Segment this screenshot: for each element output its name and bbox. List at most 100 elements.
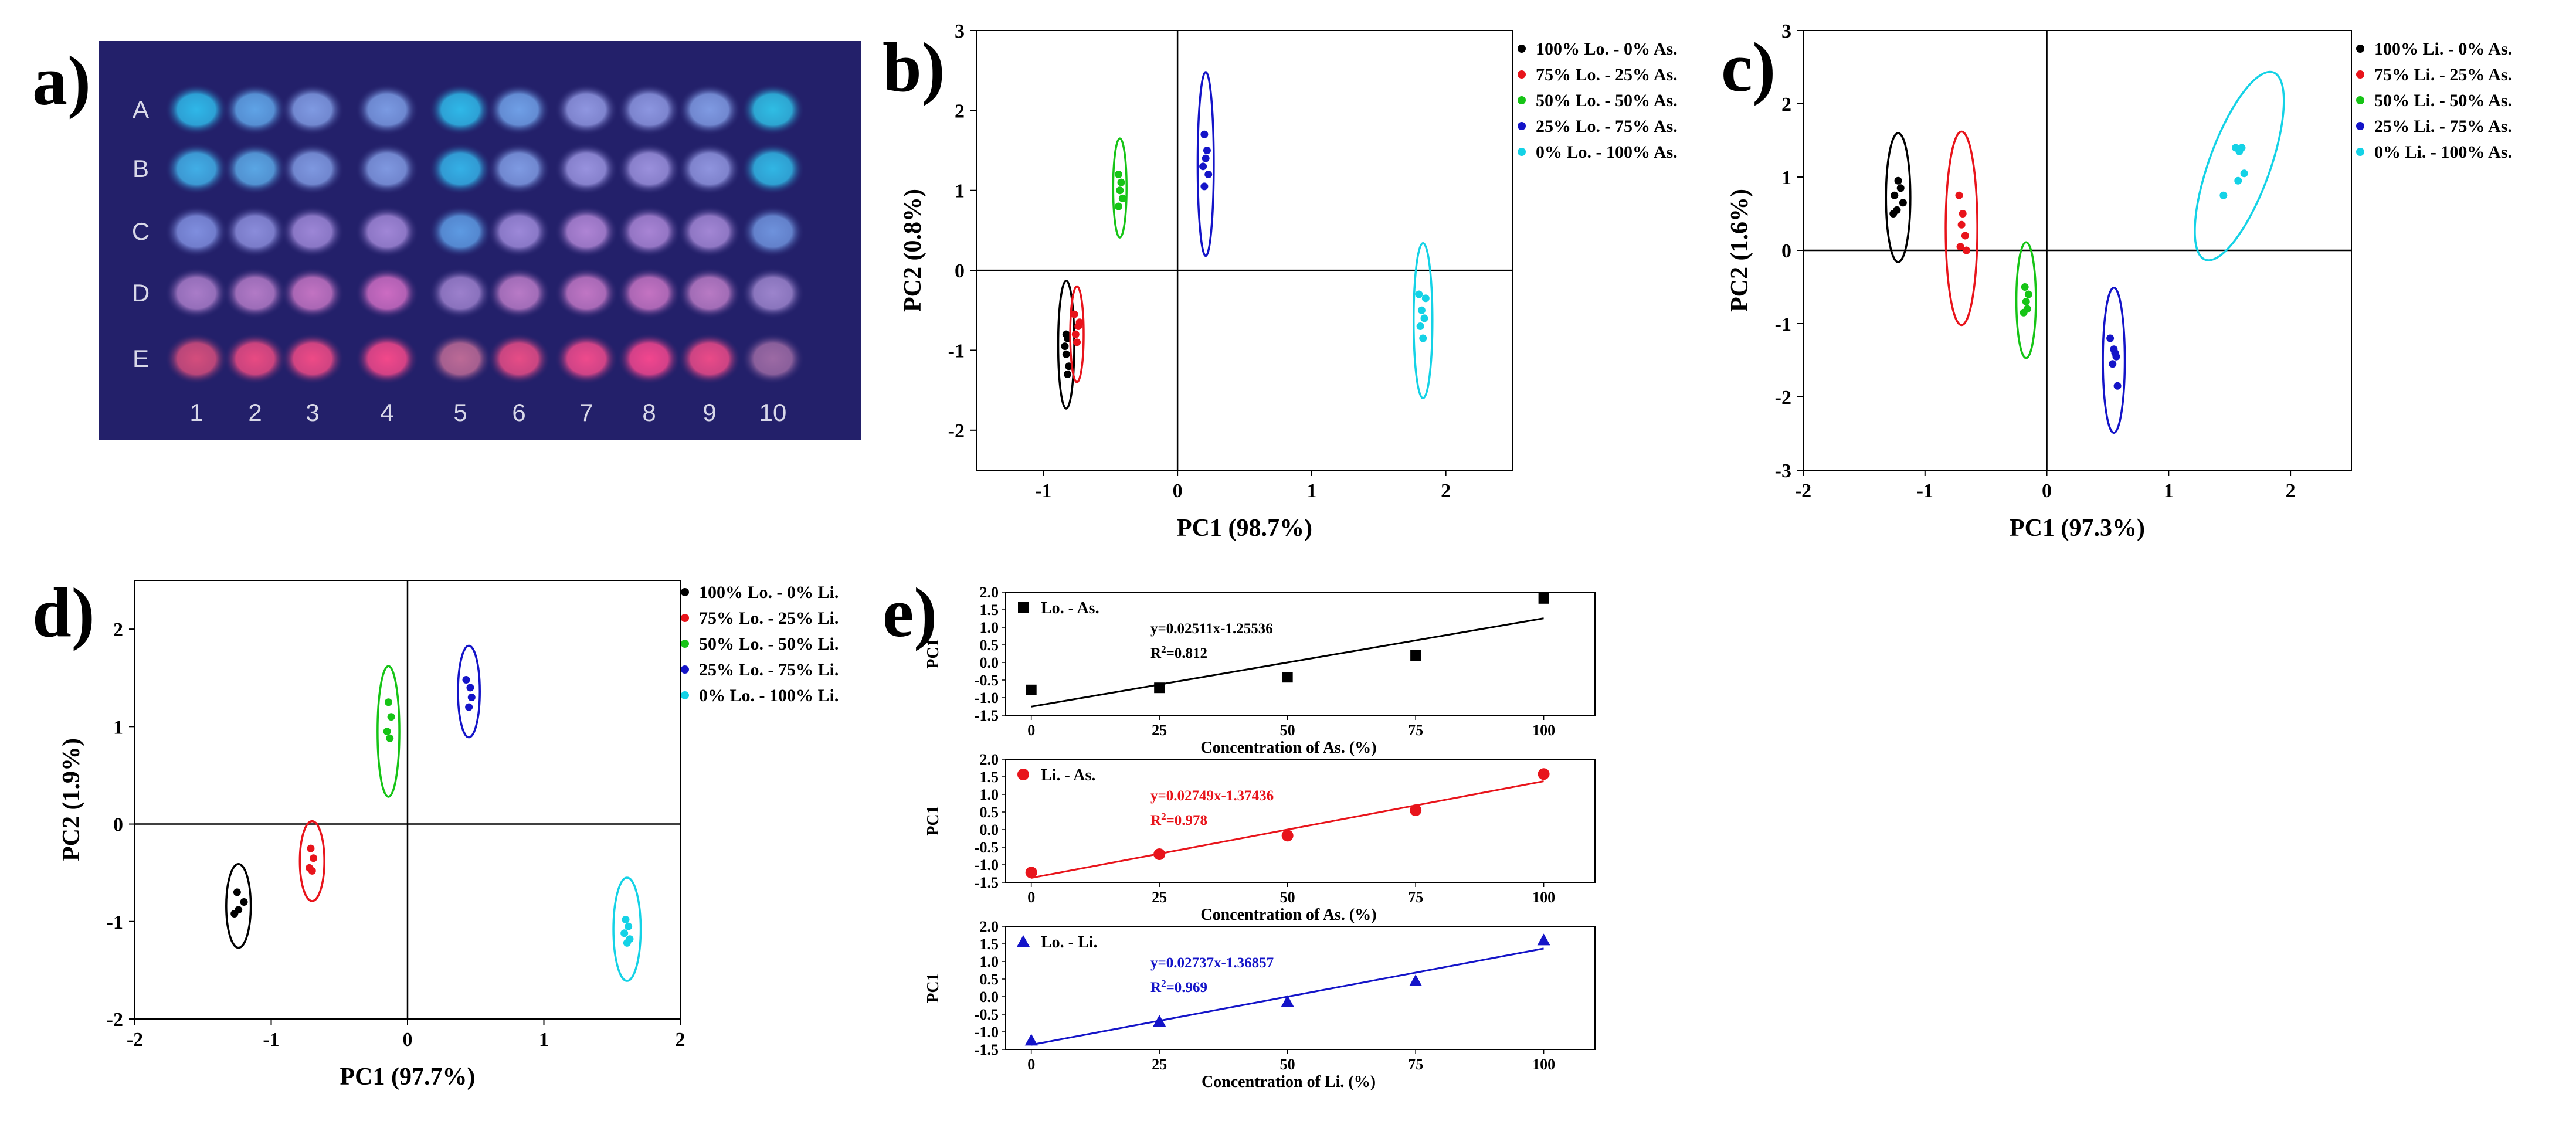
subplot-frame [1005, 592, 1596, 716]
x-tick-label: 100 [1532, 889, 1555, 906]
well [355, 267, 419, 319]
well [678, 267, 741, 319]
subplot-frame [1005, 759, 1596, 883]
well [429, 267, 492, 319]
x-tick-label: -2 [127, 1029, 143, 1051]
well [555, 333, 618, 385]
legend-entry: 75% Lo. - 25% Li. [699, 609, 839, 628]
y-tick-label: 0.5 [980, 637, 999, 654]
well [165, 267, 228, 319]
data-point [2240, 169, 2248, 178]
x-tick-label: 0 [1027, 889, 1035, 906]
legend-entry: 50% Lo. - 50% As. [1536, 91, 1678, 110]
well [741, 333, 805, 385]
legend-marker [1017, 769, 1029, 780]
well [555, 143, 618, 195]
y-axis-title: PC1 [924, 806, 942, 835]
y-axis-title: PC2 (1.9%) [58, 738, 85, 861]
x-tick-label: 75 [1408, 1056, 1423, 1073]
y-tick-label: -0.5 [975, 1006, 999, 1023]
data-point [1894, 176, 1902, 185]
data-point [1419, 334, 1427, 342]
well [487, 206, 551, 257]
legend-entry: 0% Lo. - 100% As. [1536, 142, 1678, 162]
confidence-ellipse [298, 820, 325, 902]
x-tick-label: 50 [1280, 889, 1295, 906]
legend-entry: 25% Li. - 75% As. [2374, 117, 2512, 136]
confidence-ellipse [1412, 242, 1434, 400]
r-squared-exponent: 2 [1161, 978, 1166, 989]
legend-entry: 75% Li. - 25% As. [2374, 65, 2512, 84]
confidence-ellipse [2194, 70, 2285, 261]
legend-marker [681, 614, 689, 622]
data-point [2111, 349, 2119, 357]
well [355, 206, 419, 257]
y-tick-label: 2.0 [980, 751, 999, 768]
x-axis-title: Concentration of As. (%) [1200, 906, 1376, 924]
data-point [2109, 360, 2117, 368]
data-point [1961, 232, 1969, 240]
confidence-ellipse [612, 876, 642, 982]
data-point [2022, 298, 2030, 305]
data-point [1281, 830, 1294, 842]
column-label: 10 [759, 399, 787, 426]
x-tick-label: 2 [1441, 480, 1451, 502]
legend-marker [2356, 70, 2364, 79]
data-point [2234, 176, 2242, 185]
y-tick-label: -1 [107, 912, 123, 933]
data-point [2238, 144, 2246, 152]
legend-marker [2356, 45, 2364, 53]
column-label: 3 [306, 399, 319, 426]
data-point [465, 703, 473, 711]
data-point [1202, 154, 1210, 162]
well [617, 333, 681, 385]
y-axis-title: PC1 [924, 638, 942, 668]
well [429, 206, 492, 257]
well-plate-photo: A B C D E 1 2 3 4 5 6 7 8 9 10 [99, 41, 861, 440]
x-axis-title: PC1 (98.7%) [1177, 515, 1312, 542]
fit-equation: y=0.02737x-1.36857 [1150, 955, 1274, 971]
legend-marker [681, 691, 689, 699]
row-label: D [132, 279, 150, 307]
well [617, 84, 681, 135]
legend-marker [1518, 70, 1526, 79]
y-axis-title: PC2 (1.6%) [1726, 189, 1753, 312]
x-tick-label: 2 [676, 1029, 685, 1051]
y-tick-label: 0.0 [980, 821, 999, 838]
data-point [230, 909, 239, 918]
pca-plot-d: -2 -1 0 1 2 -2 -1 0 1 2 PC1 (97.7%) PC2 (1.9%) 100% … [58, 580, 839, 1090]
x-tick-label: 0 [1027, 722, 1035, 739]
data-point [623, 939, 631, 947]
legend-entry: Lo. - As. [1041, 599, 1099, 617]
y-tick-label: 3 [955, 21, 965, 42]
confidence-ellipse [1112, 137, 1128, 239]
data-point [2020, 308, 2028, 317]
x-tick-label: 50 [1280, 1056, 1295, 1073]
column-label: 4 [380, 399, 393, 426]
x-tick-label: 25 [1152, 722, 1167, 739]
panel-label-a: a) [32, 42, 91, 120]
data-point [1889, 210, 1898, 218]
data-point [1204, 170, 1213, 178]
well [678, 333, 741, 385]
data-point [1962, 246, 1970, 254]
legend-entry: 100% Lo. - 0% Li. [699, 583, 839, 602]
well [741, 206, 805, 257]
legend-marker [2356, 148, 2364, 156]
panel-label-d: d) [32, 573, 95, 651]
data-point [1899, 199, 1907, 207]
confidence-ellipse [2102, 287, 2126, 434]
legend-marker [1518, 45, 1526, 53]
data-point [1075, 318, 1084, 327]
r-squared: R2=0.978 [1150, 811, 1207, 829]
y-tick-label: 2 [1781, 94, 1791, 115]
well [223, 143, 287, 195]
y-tick-label: 1.5 [980, 602, 999, 619]
y-tick-label: -1.5 [975, 874, 999, 891]
x-tick-label: -2 [1795, 480, 1811, 502]
regression-plots-e: 2.01.51.00.50.0-0.5-1.0-1.50 25 50 75 100Con… [924, 584, 1596, 1091]
confidence-ellipse [2015, 241, 2037, 359]
x-tick-label: 25 [1152, 1056, 1167, 1073]
legend-marker [2356, 122, 2364, 130]
data-point [1410, 650, 1421, 661]
